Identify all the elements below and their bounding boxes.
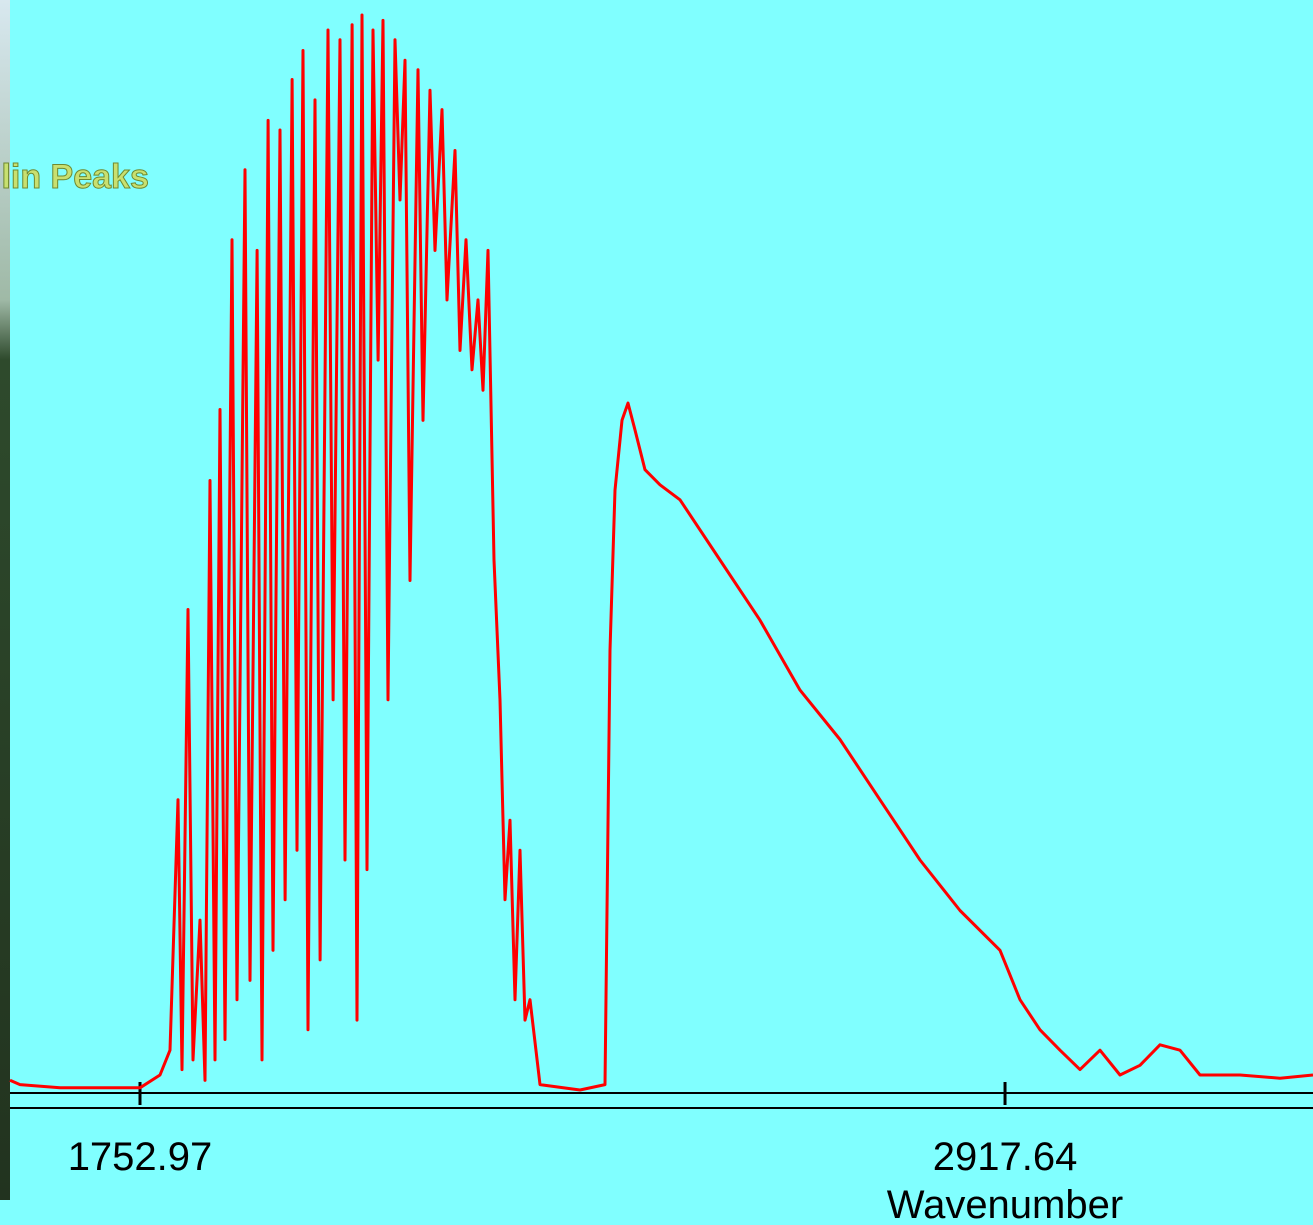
x-tick-label: 1752.97 — [68, 1135, 213, 1179]
background-photo-strip — [0, 0, 10, 1200]
annotation: ilin Peaks — [0, 158, 149, 196]
x-axis-label: Wavenumber — [887, 1183, 1123, 1225]
x-tick-label: 2917.64 — [933, 1135, 1078, 1179]
spectrum-line — [9, 13, 1313, 1092]
